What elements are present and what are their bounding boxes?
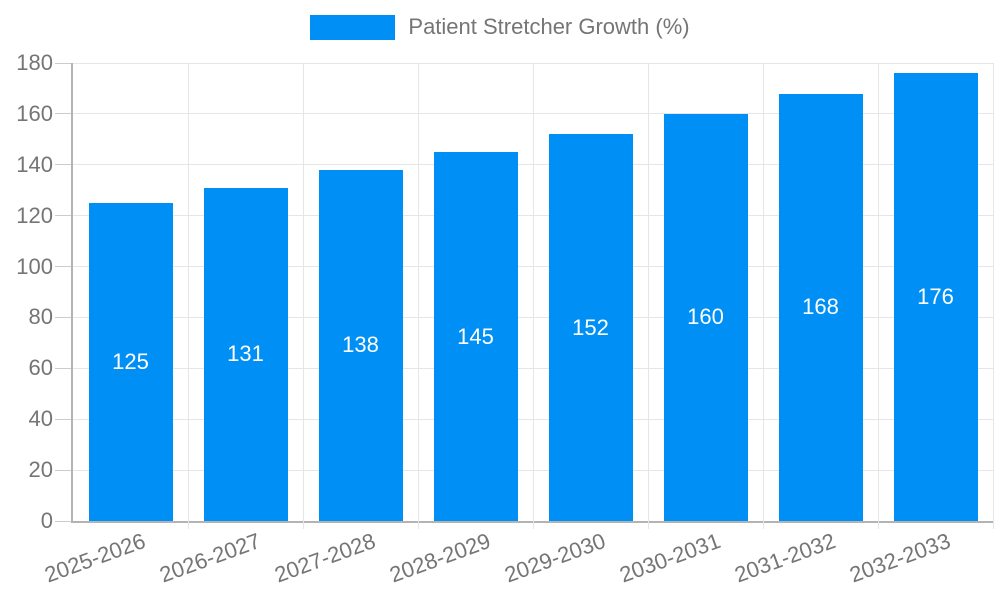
gridline-vertical <box>992 63 994 529</box>
y-axis-tick-label: 0 <box>40 508 53 533</box>
y-axis-tick <box>55 469 71 471</box>
x-axis-category-label: 2031-2032 <box>731 528 840 588</box>
gridline-vertical <box>762 63 764 529</box>
y-axis-tick <box>55 215 71 217</box>
y-axis-tick-label: 20 <box>28 457 53 483</box>
bar-2025-2026[interactable]: 125 <box>88 202 173 521</box>
y-axis-tick-label: 120 <box>16 202 53 228</box>
legend-swatch-icon <box>310 14 396 40</box>
x-axis-category-label: 2030-2031 <box>616 528 725 588</box>
gridline-vertical <box>302 63 304 529</box>
gridline-vertical <box>877 63 879 529</box>
bar-2028-2029[interactable]: 145 <box>433 152 518 521</box>
y-axis-tick-label: 160 <box>16 100 53 126</box>
y-axis-tick <box>55 367 71 369</box>
x-axis-category-label: 2027-2028 <box>271 528 380 588</box>
y-axis-tick <box>55 62 71 64</box>
chart-legend[interactable]: Patient Stretcher Growth (%) <box>0 14 1000 40</box>
y-axis-tick-label: 80 <box>28 304 53 330</box>
y-axis-tick <box>55 266 71 268</box>
bar-2026-2027[interactable]: 131 <box>203 187 288 521</box>
bar-value-label: 160 <box>687 304 724 330</box>
x-axis-category-label: 2025-2026 <box>41 528 150 588</box>
bar-value-label: 125 <box>112 348 149 374</box>
y-axis-tick-label: 40 <box>28 406 53 432</box>
x-axis-category-label: 2028-2029 <box>386 528 495 588</box>
gridline-vertical <box>417 63 419 529</box>
bar-value-label: 176 <box>917 284 954 310</box>
y-axis-tick-label: 140 <box>16 151 53 177</box>
x-axis-category-label: 2026-2027 <box>156 528 265 588</box>
gridline-vertical <box>187 63 189 529</box>
y-axis-tick <box>55 520 71 522</box>
bar-value-label: 145 <box>457 323 494 349</box>
bar-2029-2030[interactable]: 152 <box>548 134 633 521</box>
x-axis-category-label: 2029-2030 <box>501 528 610 588</box>
y-axis-tick-label: 100 <box>16 253 53 279</box>
y-axis-tick <box>55 113 71 115</box>
bar-value-label: 152 <box>572 314 609 340</box>
plot-area: 0 20 40 60 80 100 120 140 160 180 125 131 138 145 152 1… <box>16 50 994 587</box>
bar-value-label: 131 <box>227 341 264 367</box>
bar-2027-2028[interactable]: 138 <box>318 169 403 521</box>
legend-label: Patient Stretcher Growth (%) <box>408 14 690 39</box>
y-axis-tick-label: 180 <box>16 50 53 75</box>
y-axis-tick <box>55 418 71 420</box>
bar-value-label: 168 <box>802 294 839 320</box>
bar-2032-2033[interactable]: 176 <box>893 73 978 521</box>
y-axis-tick <box>55 164 71 166</box>
bar-2031-2032[interactable]: 168 <box>778 93 863 521</box>
bar-value-label: 138 <box>342 332 379 358</box>
gridline-vertical <box>532 63 534 529</box>
y-axis-tick <box>55 316 71 318</box>
gridline-vertical <box>647 63 649 529</box>
x-axis-category-label: 2032-2033 <box>846 528 955 588</box>
y-axis-tick-label: 60 <box>28 355 53 381</box>
bar-2030-2031[interactable]: 160 <box>663 113 748 521</box>
